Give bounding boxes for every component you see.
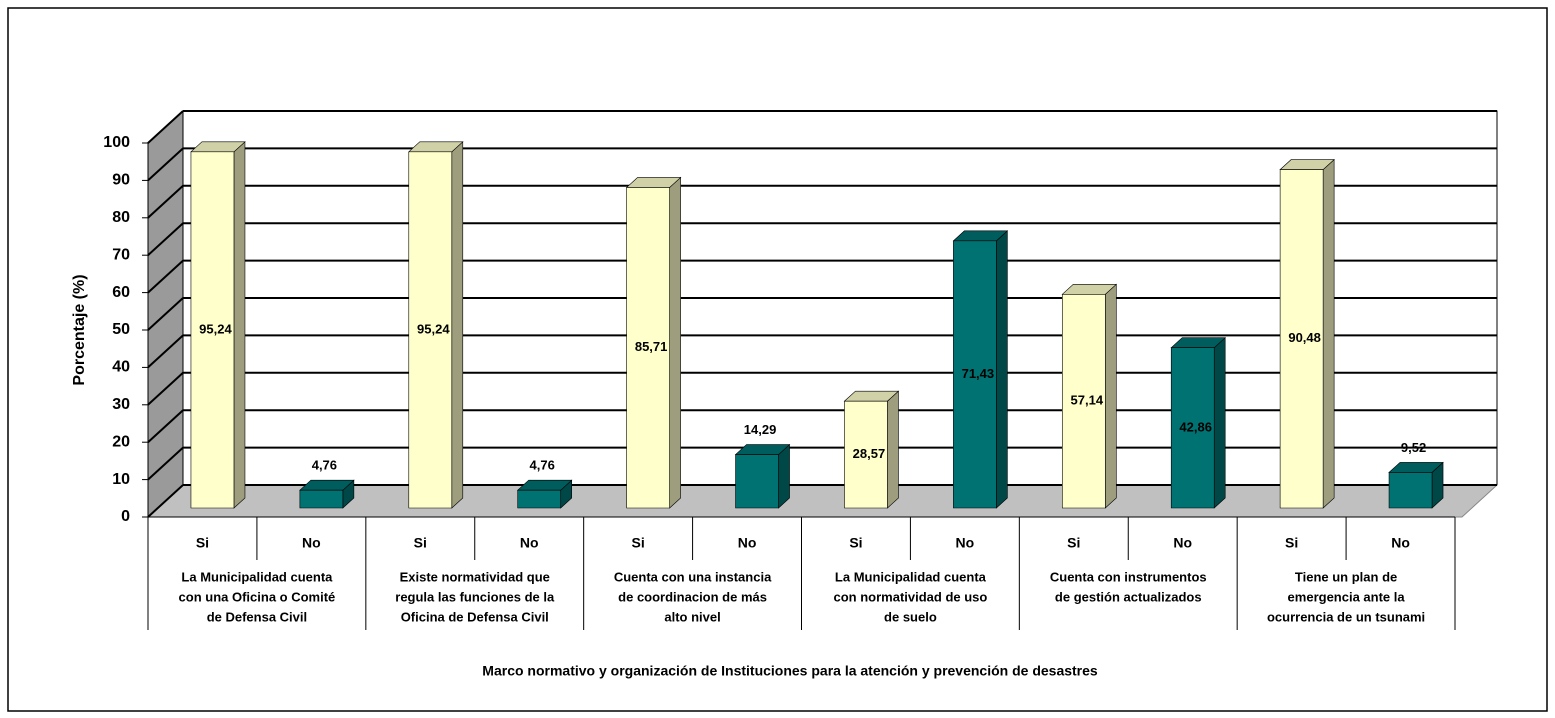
- bar-front: [190, 151, 235, 509]
- bar-front: [1279, 169, 1324, 509]
- group-label: de suelo: [884, 609, 937, 624]
- x-tick-label: No: [302, 535, 321, 551]
- y-tick-label: 30: [112, 396, 130, 413]
- x-tick-label: No: [1173, 535, 1192, 551]
- grid-line-side: [147, 147, 184, 182]
- value-label: 14,29: [744, 422, 777, 437]
- value-label: 42,86: [1179, 419, 1212, 434]
- bar-front: [517, 489, 562, 509]
- group-label: Existe normatividad que: [400, 569, 550, 584]
- bar-side: [887, 390, 899, 509]
- bar: [1170, 337, 1226, 509]
- y-tick-label: 50: [112, 321, 130, 338]
- group-label: emergencia ante la: [1288, 589, 1406, 604]
- bar: [1388, 461, 1444, 509]
- bar-front: [735, 454, 779, 509]
- group-label: ocurrencia de un tsunami: [1267, 609, 1425, 624]
- group-label: con normatividad de uso: [833, 589, 987, 604]
- bar-side: [778, 443, 790, 509]
- y-tick-label: 90: [112, 172, 130, 189]
- value-label: 71,43: [962, 366, 995, 381]
- value-label: 28,57: [853, 446, 886, 461]
- group-label: Tiene un plan de: [1295, 569, 1397, 584]
- x-tick-label: No: [738, 535, 757, 551]
- bar-side: [1322, 158, 1335, 509]
- group-label: alto nivel: [664, 609, 720, 624]
- y-tick-label: 10: [112, 471, 130, 488]
- x-tick-label: Si: [414, 535, 427, 551]
- y-tick-label: 60: [112, 284, 130, 301]
- grid-line-side: [147, 334, 184, 369]
- group-label: Cuenta con instrumentos: [1050, 569, 1207, 584]
- bar: [190, 141, 246, 509]
- x-tick-label: No: [956, 535, 975, 551]
- y-axis-title: Porcentaje (%): [71, 274, 88, 385]
- x-tick-label: Si: [1067, 535, 1080, 551]
- group-label: regula las funciones de la: [395, 589, 555, 604]
- y-tick-label: 20: [112, 433, 130, 450]
- y-tick-label: 70: [112, 246, 130, 263]
- bar: [734, 443, 791, 509]
- bar-front: [1388, 472, 1433, 509]
- grid-line-side: [147, 110, 184, 144]
- bar: [408, 141, 464, 509]
- grid-line-side: [147, 409, 184, 443]
- group-label: La Municipalidad cuenta: [835, 569, 987, 584]
- grid-line-side: [147, 372, 184, 406]
- bar: [1279, 158, 1335, 509]
- value-label: 4,76: [312, 458, 337, 473]
- value-label: 9,52: [1401, 440, 1426, 455]
- value-label: 95,24: [417, 321, 450, 336]
- bar: [843, 390, 900, 509]
- bar-side: [1104, 283, 1117, 509]
- value-label: 85,71: [635, 339, 668, 354]
- y-tick-label: 80: [112, 209, 130, 226]
- bar-front: [953, 240, 997, 509]
- group-label: de gestión actualizados: [1055, 589, 1202, 604]
- x-tick-label: Si: [632, 535, 645, 551]
- group-label: con una Oficina o Comité: [179, 589, 336, 604]
- bar-side: [451, 141, 464, 509]
- bar: [516, 479, 573, 509]
- group-label: de coordinacion de más: [618, 589, 767, 604]
- group-label: La Municipalidad cuenta: [181, 569, 333, 584]
- grid-line-side: [147, 446, 184, 481]
- bar-side: [669, 176, 681, 509]
- x-tick-label: Si: [196, 535, 209, 551]
- bar-front: [844, 400, 888, 509]
- grid-line-side: [147, 484, 184, 518]
- value-label: 95,24: [199, 321, 232, 336]
- bar-front: [408, 151, 453, 509]
- grid-line-side: [147, 185, 184, 219]
- bar-front: [1061, 293, 1106, 509]
- bar-side: [233, 141, 246, 509]
- value-label: 4,76: [530, 458, 555, 473]
- grid-line-side: [147, 297, 184, 331]
- x-tick-label: Si: [849, 535, 862, 551]
- bar: [952, 230, 1009, 509]
- x-axis-title: Marco normativo y organización de Instit…: [482, 663, 1098, 679]
- x-tick-label: No: [520, 535, 539, 551]
- y-tick-label: 100: [103, 134, 130, 151]
- y-tick-label: 40: [112, 359, 130, 376]
- bar-front: [299, 489, 344, 509]
- value-label: 57,14: [1071, 393, 1104, 408]
- group-label: Oficina de Defensa Civil: [401, 609, 549, 624]
- grid-line-side: [147, 222, 184, 256]
- y-tick-label: 0: [121, 508, 130, 525]
- x-tick-label: Si: [1285, 535, 1298, 551]
- x-tick-label: No: [1391, 535, 1410, 551]
- value-label: 90,48: [1288, 330, 1321, 345]
- group-label: Cuenta con una instancia: [614, 569, 772, 584]
- grid-line-side: [147, 259, 184, 294]
- bar: [625, 176, 682, 509]
- bar-side: [1213, 337, 1226, 509]
- group-label: de Defensa Civil: [207, 609, 307, 624]
- bar-side: [996, 230, 1008, 509]
- bar: [1061, 283, 1118, 509]
- bar-front: [1170, 347, 1215, 509]
- bar-front: [626, 187, 670, 509]
- bar: [299, 479, 355, 509]
